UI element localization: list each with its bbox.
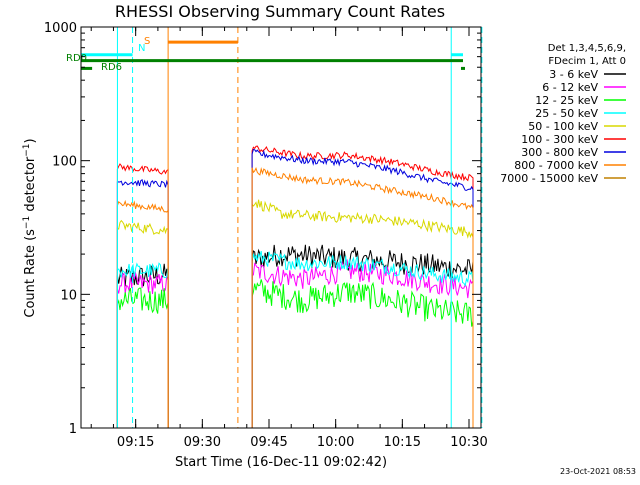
series-50-100-kev-segment-1 (116, 219, 169, 428)
legend-label-12-25-kev: 12 - 25 keV (535, 94, 598, 107)
legend-label-3-6-kev: 3 - 6 keV (549, 68, 598, 81)
x-tick-label-09-15: 09:15 (117, 435, 154, 450)
y-tick-label-10: 10 (60, 288, 77, 303)
legend-label-6-12-kev: 6 - 12 keV (542, 81, 598, 94)
series-layer (116, 145, 474, 428)
flag-bars: NS RD0 RD6 (66, 36, 465, 73)
series-800-7000-kev-segment-1 (116, 199, 169, 428)
series-300-800-kev-segment-1 (116, 178, 169, 428)
legend-label-800-7000-kev: 800 - 7000 keV (514, 159, 598, 172)
legend-label-300-800-kev: 300 - 800 keV (521, 146, 598, 159)
legend-header-line2: FDecim 1, Att 0 (548, 56, 626, 67)
series-6-12-kev-segment-1 (116, 271, 169, 428)
legend-label-7000-15000-kev: 7000 - 15000 keV (500, 172, 598, 185)
series-3-6-kev-segment-2 (251, 244, 474, 428)
y-axis-label: Count Rate (s−1 detector−1) (22, 138, 38, 317)
series-50-100-kev-segment-2 (251, 199, 474, 428)
x-tick-label-10-30: 10:30 (450, 435, 487, 450)
flag-label-rd0: RD0 (66, 53, 87, 64)
x-tick-label-09-30: 09:30 (184, 435, 221, 450)
series-100-300-kev-segment-2 (251, 145, 474, 428)
x-axis-label: Start Time (16-Dec-11 09:02:42) (175, 455, 387, 470)
y-tick-label-1000: 1000 (44, 21, 77, 36)
plot-frame (80, 26, 482, 429)
y-tick-label-100: 100 (52, 155, 77, 170)
legend-label-25-50-kev: 25 - 50 keV (535, 107, 598, 120)
flag-label-n: N (138, 43, 145, 54)
generation-timestamp: 23-Oct-2021 08:53 (560, 467, 636, 476)
series-25-50-kev-segment-1 (116, 262, 169, 428)
series-12-25-kev-segment-1 (116, 287, 169, 428)
y-tick-label-1: 1 (69, 422, 77, 437)
legend-header-line1: Det 1,3,4,5,6,9, (548, 43, 626, 54)
flag-label-s: S (144, 36, 150, 47)
legend-label-50-100-kev: 50 - 100 keV (528, 120, 598, 133)
series-6-12-kev-segment-2 (251, 258, 474, 428)
series-300-800-kev-segment-2 (251, 148, 474, 428)
x-tick-label-10-15: 10:15 (384, 435, 421, 450)
x-tick-label-09-45: 09:45 (250, 435, 287, 450)
mode-lines (116, 27, 483, 428)
series-100-300-kev-segment-1 (116, 163, 169, 428)
chart-title: RHESSI Observing Summary Count Rates (115, 2, 445, 21)
x-axis: 09:15 09:30 09:45 10:00 10:15 10:30 (90, 27, 488, 450)
flag-label-rd6: RD6 (101, 62, 122, 73)
series-12-25-kev-segment-2 (251, 279, 474, 428)
series-800-7000-kev-segment-2 (251, 166, 474, 428)
series-25-50-kev-segment-2 (251, 250, 474, 428)
legend-label-100-300-kev: 100 - 300 keV (521, 133, 598, 146)
y-axis: 1 10 100 1000 (44, 21, 481, 437)
x-tick-label-10-00: 10:00 (317, 435, 354, 450)
